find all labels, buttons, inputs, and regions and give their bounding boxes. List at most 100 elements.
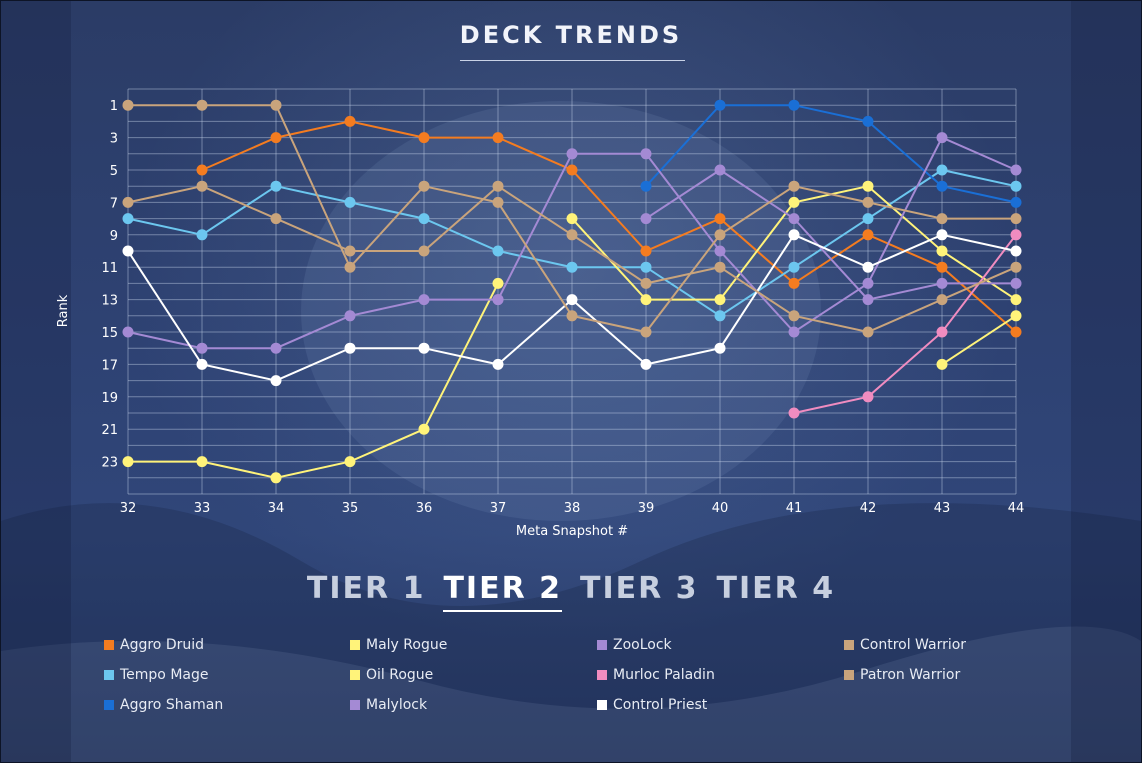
data-point-zoolock[interactable] (714, 164, 726, 176)
data-point-aggro-druid[interactable] (640, 245, 652, 257)
data-point-patron-warrior[interactable] (640, 277, 652, 289)
data-point-aggro-druid[interactable] (566, 164, 578, 176)
data-point-tempo-mage[interactable] (862, 213, 874, 225)
data-point-patron-warrior[interactable] (344, 245, 356, 257)
legend-item-oil-rogue[interactable]: Oil Rogue (350, 667, 433, 683)
data-point-murloc-paladin[interactable] (862, 391, 874, 403)
legend-item-maly-rogue[interactable]: Maly Rogue (350, 637, 447, 653)
data-point-aggro-druid[interactable] (1010, 326, 1022, 338)
data-point-patron-warrior[interactable] (270, 213, 282, 225)
data-point-tempo-mage[interactable] (196, 229, 208, 241)
data-point-tempo-mage[interactable] (344, 196, 356, 208)
data-point-oil-rogue[interactable] (344, 456, 356, 468)
data-point-aggro-druid[interactable] (492, 132, 504, 144)
data-point-maly-rogue[interactable] (862, 180, 874, 192)
data-point-aggro-druid[interactable] (270, 132, 282, 144)
data-point-control-priest[interactable] (714, 342, 726, 354)
data-point-patron-warrior[interactable] (714, 261, 726, 273)
data-point-aggro-shaman[interactable] (1010, 196, 1022, 208)
tab-tier-1[interactable]: TIER 1 (306, 571, 426, 606)
data-point-zoolock[interactable] (344, 310, 356, 322)
data-point-zoolock[interactable] (196, 342, 208, 354)
data-point-oil-rogue[interactable] (492, 277, 504, 289)
legend-item-control-priest[interactable]: Control Priest (597, 697, 707, 713)
data-point-patron-warrior[interactable] (196, 180, 208, 192)
data-point-control-priest[interactable] (936, 229, 948, 241)
data-point-aggro-shaman[interactable] (788, 99, 800, 111)
data-point-control-warrior[interactable] (566, 310, 578, 322)
data-point-tempo-mage[interactable] (640, 261, 652, 273)
data-point-control-priest[interactable] (788, 229, 800, 241)
data-point-control-priest[interactable] (122, 245, 134, 257)
data-point-oil-rogue[interactable] (936, 358, 948, 370)
legend-item-control-warrior[interactable]: Control Warrior (844, 637, 966, 653)
data-point-control-priest[interactable] (344, 342, 356, 354)
tab-tier-4[interactable]: TIER 4 (716, 571, 836, 606)
data-point-control-warrior[interactable] (936, 213, 948, 225)
data-point-malylock[interactable] (640, 148, 652, 160)
data-point-control-warrior[interactable] (418, 180, 430, 192)
data-point-aggro-druid[interactable] (788, 277, 800, 289)
data-point-aggro-shaman[interactable] (640, 180, 652, 192)
data-point-control-warrior[interactable] (344, 261, 356, 273)
data-point-zoolock[interactable] (936, 277, 948, 289)
data-point-patron-warrior[interactable] (788, 310, 800, 322)
data-point-malylock[interactable] (566, 148, 578, 160)
data-point-maly-rogue[interactable] (788, 196, 800, 208)
data-point-control-priest[interactable] (196, 358, 208, 370)
data-point-control-warrior[interactable] (640, 326, 652, 338)
data-point-control-priest[interactable] (492, 358, 504, 370)
tab-tier-3[interactable]: TIER 3 (580, 571, 699, 606)
data-point-aggro-shaman[interactable] (862, 115, 874, 127)
data-point-tempo-mage[interactable] (788, 261, 800, 273)
data-point-tempo-mage[interactable] (1010, 180, 1022, 192)
data-point-tempo-mage[interactable] (714, 310, 726, 322)
data-point-malylock[interactable] (788, 326, 800, 338)
data-point-aggro-shaman[interactable] (936, 180, 948, 192)
data-point-maly-rogue[interactable] (640, 294, 652, 306)
data-point-control-warrior[interactable] (1010, 213, 1022, 225)
legend-item-aggro-shaman[interactable]: Aggro Shaman (104, 697, 223, 713)
data-point-control-warrior[interactable] (492, 196, 504, 208)
data-point-maly-rogue[interactable] (936, 245, 948, 257)
data-point-patron-warrior[interactable] (418, 245, 430, 257)
data-point-oil-rogue[interactable] (1010, 310, 1022, 322)
data-point-control-warrior[interactable] (788, 180, 800, 192)
data-point-tempo-mage[interactable] (566, 261, 578, 273)
data-point-aggro-shaman[interactable] (714, 99, 726, 111)
data-point-malylock[interactable] (862, 277, 874, 289)
data-point-aggro-druid[interactable] (714, 213, 726, 225)
data-point-aggro-druid[interactable] (418, 132, 430, 144)
data-point-control-warrior[interactable] (196, 99, 208, 111)
data-point-zoolock[interactable] (122, 326, 134, 338)
legend-item-aggro-druid[interactable]: Aggro Druid (104, 637, 204, 653)
data-point-zoolock[interactable] (492, 294, 504, 306)
legend-item-malylock[interactable]: Malylock (350, 697, 427, 713)
data-point-malylock[interactable] (714, 245, 726, 257)
data-point-control-priest[interactable] (640, 358, 652, 370)
data-point-aggro-druid[interactable] (862, 229, 874, 241)
data-point-aggro-druid[interactable] (344, 115, 356, 127)
data-point-zoolock[interactable] (1010, 277, 1022, 289)
data-point-control-priest[interactable] (862, 261, 874, 273)
data-point-murloc-paladin[interactable] (1010, 229, 1022, 241)
data-point-control-warrior[interactable] (862, 196, 874, 208)
data-point-tempo-mage[interactable] (270, 180, 282, 192)
tab-tier-2[interactable]: TIER 2 (443, 571, 562, 612)
data-point-murloc-paladin[interactable] (788, 407, 800, 419)
legend-item-tempo-mage[interactable]: Tempo Mage (104, 667, 208, 683)
data-point-patron-warrior[interactable] (862, 326, 874, 338)
data-point-oil-rogue[interactable] (418, 423, 430, 435)
data-point-zoolock[interactable] (788, 213, 800, 225)
data-point-malylock[interactable] (1010, 164, 1022, 176)
data-point-control-warrior[interactable] (270, 99, 282, 111)
legend-item-zoolock[interactable]: ZooLock (597, 637, 672, 653)
data-point-tempo-mage[interactable] (418, 213, 430, 225)
data-point-patron-warrior[interactable] (566, 229, 578, 241)
data-point-oil-rogue[interactable] (122, 456, 134, 468)
legend-item-patron-warrior[interactable]: Patron Warrior (844, 667, 960, 683)
data-point-patron-warrior[interactable] (492, 180, 504, 192)
data-point-malylock[interactable] (936, 132, 948, 144)
data-point-tempo-mage[interactable] (122, 213, 134, 225)
data-point-murloc-paladin[interactable] (936, 326, 948, 338)
